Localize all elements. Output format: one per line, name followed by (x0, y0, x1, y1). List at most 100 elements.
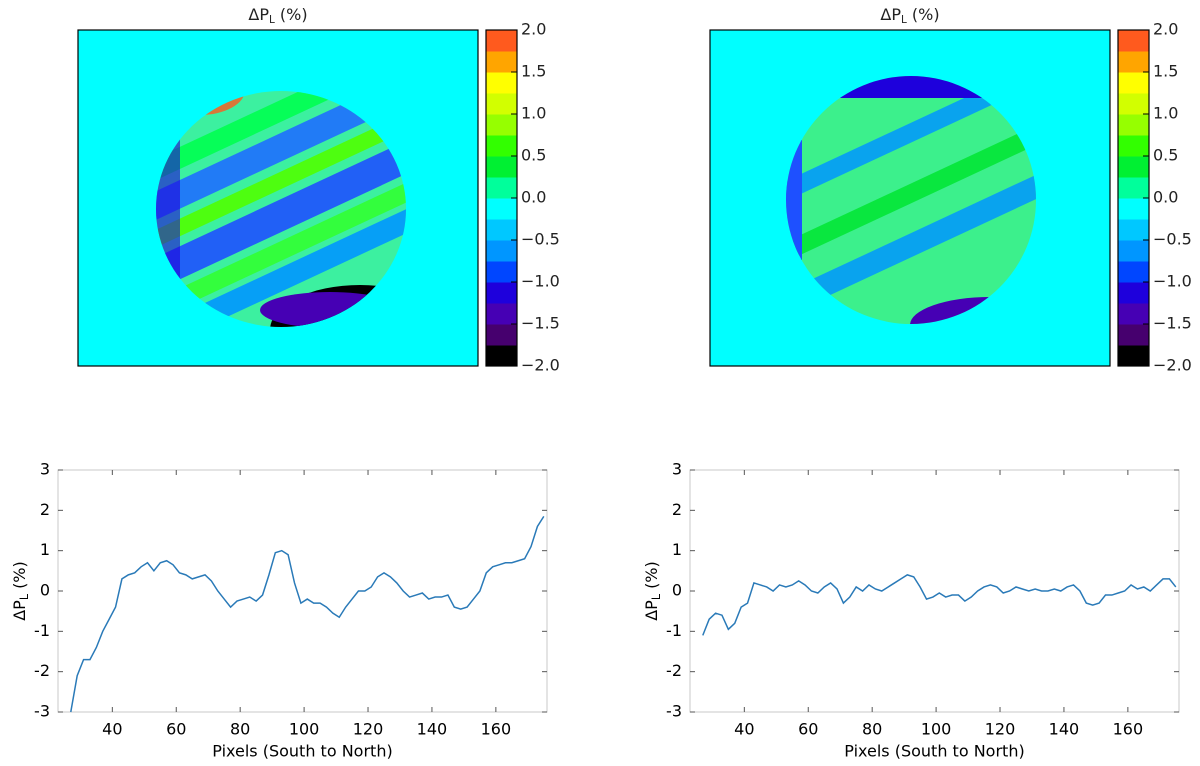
plot-frame (57, 469, 548, 713)
colorbar-swatch (486, 93, 517, 115)
colorbar-swatch (1118, 156, 1149, 178)
colorbar-swatch (486, 51, 517, 73)
x-tick-label: 60 (798, 720, 818, 739)
colorbar-tick-label: −0.5 (521, 230, 560, 249)
x-tick-label: 100 (289, 720, 320, 739)
colorbar-tick-label: 2.0 (1153, 20, 1178, 39)
colorbar-swatch (1118, 324, 1149, 346)
x-tick-label: 80 (230, 720, 250, 739)
colorbar-tick-label: 1.5 (521, 62, 546, 81)
colorbar-tick-label: −1.5 (521, 314, 560, 333)
data-line (702, 574, 1177, 636)
colorbar-tick-label: 1.0 (1153, 104, 1178, 123)
colorbar-tick-label: −2.0 (521, 356, 560, 375)
y-tick-label: 3 (672, 460, 682, 479)
y-tick-label: -3 (666, 702, 682, 721)
data-line (70, 515, 545, 713)
colorbar-swatch (486, 282, 517, 304)
x-tick-label: 120 (985, 720, 1016, 739)
y-tick-label: 1 (40, 540, 50, 559)
colorbar-swatch (1118, 261, 1149, 283)
x-tick-label: 60 (166, 720, 186, 739)
image-frame (709, 29, 1111, 367)
heatmap-title-main: ΔP (880, 5, 901, 24)
colorbar-tick-label: 1.0 (521, 104, 546, 123)
x-tick-label: 40 (734, 720, 754, 739)
colorbar-tick-label: 2.0 (521, 20, 546, 39)
y-axis-label: ΔPL (%) (642, 561, 664, 621)
x-tick-label: 140 (417, 720, 448, 739)
colorbar-swatch (486, 240, 517, 262)
colorbar-swatch (486, 345, 517, 367)
colorbar-swatch (486, 30, 517, 52)
y-axis-label: ΔPL (%) (10, 561, 32, 621)
colorbar-tick-label: −1.0 (521, 272, 560, 291)
colorbar-swatch (1118, 219, 1149, 241)
colorbar-tick-label: 0.0 (521, 188, 546, 207)
heatmap-image (78, 30, 1110, 366)
colorbar-swatch (486, 198, 517, 220)
y-axis-label-suffix: (%) (10, 561, 29, 594)
heatmap-title-suffix: (%) (907, 5, 940, 24)
colorbar-tick-label: −1.0 (1153, 272, 1192, 291)
y-tick-label: 3 (40, 460, 50, 479)
colorbar-swatch (1118, 303, 1149, 325)
x-tick-label: 160 (481, 720, 512, 739)
y-tick-label: -2 (666, 661, 682, 680)
colorbar-tick-label: −2.0 (1153, 356, 1192, 375)
heatmap-title-sub: L (901, 14, 907, 26)
x-tick-label: 100 (921, 720, 952, 739)
x-tick-label: 120 (353, 720, 384, 739)
x-tick-label: 160 (1113, 720, 1144, 739)
y-tick-label: 0 (40, 581, 50, 600)
x-axis-label: Pixels (South to North) (212, 742, 392, 761)
colorbar-tick-label: 0.5 (521, 146, 546, 165)
colorbar-swatch (1118, 177, 1149, 199)
colorbar-swatch (1118, 198, 1149, 220)
colorbar-swatch (486, 72, 517, 94)
heatmap-title-sub: L (269, 14, 275, 26)
y-axis-label-main: ΔP (10, 600, 29, 621)
colorbar-swatch (486, 156, 517, 178)
colorbar-swatch (1118, 51, 1149, 73)
heatmap-title-main: ΔP (248, 5, 269, 24)
heatmap-title: ΔPL (%) (880, 5, 939, 26)
colorbar-tick-label: 0.0 (1153, 188, 1178, 207)
colorbar-swatch (486, 303, 517, 325)
y-axis-label-main: ΔP (642, 600, 661, 621)
colorbar-swatch (486, 114, 517, 136)
plot-frame (689, 469, 1180, 713)
colorbar-tick-label: 0.5 (1153, 146, 1178, 165)
heatmap-title: ΔPL (%) (248, 5, 307, 26)
y-tick-label: 0 (672, 581, 682, 600)
y-tick-label: -1 (34, 621, 50, 640)
y-tick-label: -3 (34, 702, 50, 721)
colorbar-swatch (486, 261, 517, 283)
image-frame (77, 29, 479, 367)
y-axis-label-sub: L (650, 593, 663, 600)
colorbar-tick-label: −0.5 (1153, 230, 1192, 249)
colorbar-swatch (1118, 114, 1149, 136)
colorbar-swatch (1118, 240, 1149, 262)
x-tick-label: 80 (862, 720, 882, 739)
colorbar-swatch (1118, 93, 1149, 115)
colorbar-swatch (486, 324, 517, 346)
x-tick-label: 40 (102, 720, 122, 739)
x-tick-label: 140 (1049, 720, 1080, 739)
y-tick-label: 2 (40, 500, 50, 519)
colorbar-swatch (1118, 135, 1149, 157)
heatmap-title-suffix: (%) (275, 5, 308, 24)
y-axis-label-sub: L (18, 593, 31, 600)
y-tick-label: 2 (672, 500, 682, 519)
colorbar-swatch (486, 177, 517, 199)
colorbar-swatch (1118, 345, 1149, 367)
y-axis-label-suffix: (%) (642, 561, 661, 594)
y-tick-label: -1 (666, 621, 682, 640)
colorbar-swatch (1118, 72, 1149, 94)
colorbar-tick-label: −1.5 (1153, 314, 1192, 333)
colorbar-swatch (1118, 30, 1149, 52)
x-axis-label: Pixels (South to North) (844, 742, 1024, 761)
colorbar-swatch (486, 219, 517, 241)
colorbar-swatch (1118, 282, 1149, 304)
